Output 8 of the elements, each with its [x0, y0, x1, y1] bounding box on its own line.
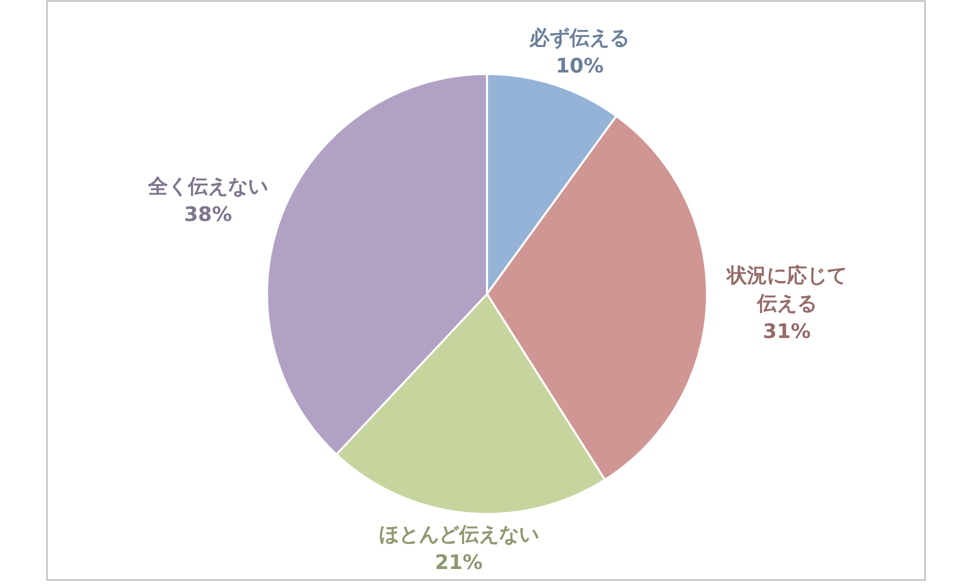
slice-label: 必ず伝える: [528, 25, 630, 50]
slice-label: 状況に応じて伝える: [724, 263, 847, 316]
data-label: 21%: [434, 550, 483, 574]
data-label: 38%: [184, 202, 232, 226]
slice-label: 全く伝えない: [147, 174, 268, 198]
data-label: 31%: [762, 319, 811, 344]
slice-label: ほとんど伝えない: [378, 522, 539, 546]
data-label: 10%: [556, 53, 604, 78]
